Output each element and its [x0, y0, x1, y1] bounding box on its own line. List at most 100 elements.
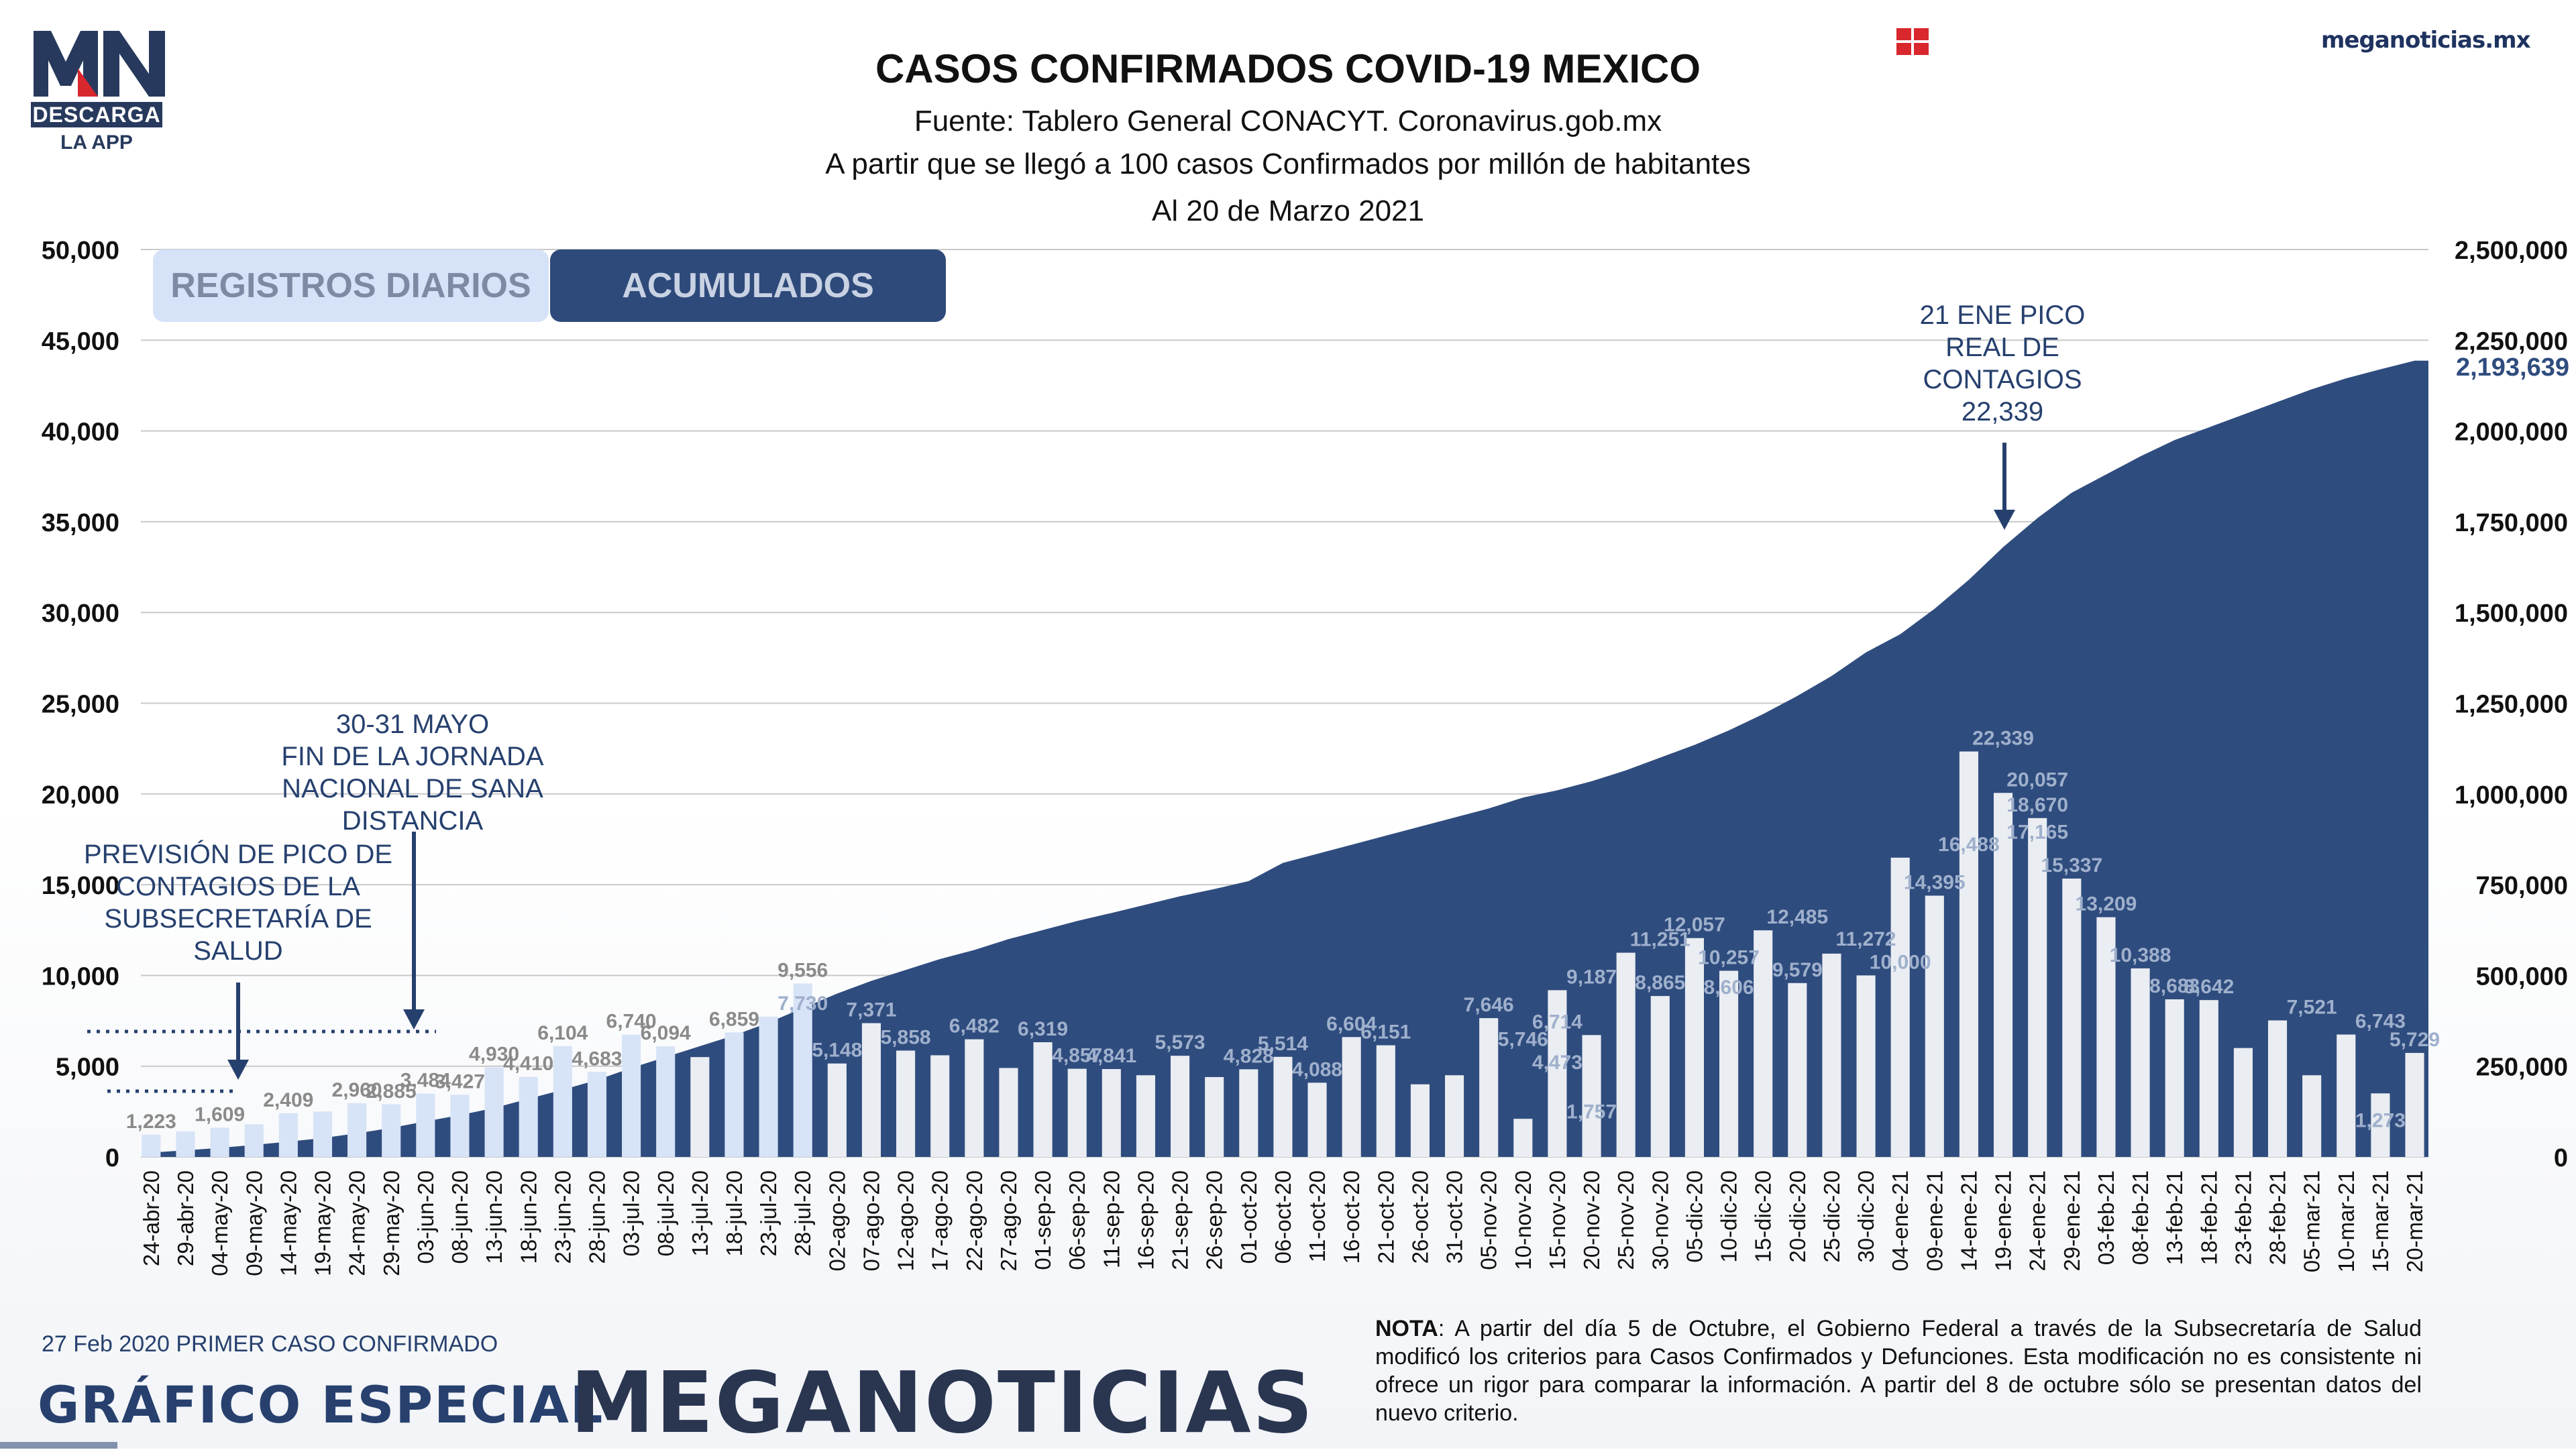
y-right-tick-label: 1,500,000 [2455, 600, 2568, 628]
annotation-line: SUBSECRETARÍA DE [104, 904, 372, 934]
daily-bar [2096, 917, 2116, 1157]
y-left-tick-label: 30,000 [42, 600, 119, 628]
x-tick-label: 23-feb-21 [2231, 1170, 2255, 1265]
daily-bar [2062, 878, 2082, 1157]
x-tick-label: 29-ene-21 [2059, 1170, 2084, 1271]
daily-value-label: 3,427 [435, 1070, 485, 1093]
daily-bar [622, 1034, 641, 1157]
chart-subtitle: A partir que se llegó a 100 casos Confir… [825, 148, 1751, 180]
x-tick-label: 24-may-20 [345, 1170, 370, 1276]
daily-value-label: 4,473 [1532, 1052, 1582, 1074]
daily-value-label: 5,746 [1498, 1029, 1548, 1051]
daily-bar [244, 1124, 264, 1157]
daily-value-label: 16,488 [1938, 834, 2000, 856]
brand-wordmark: MEGANOTICIAS [570, 1353, 1315, 1452]
daily-value-label: 10,257 [1698, 946, 1760, 968]
x-tick-label: 29-abr-20 [173, 1170, 198, 1266]
y-right-tick-label: 1,000,000 [2455, 781, 2568, 809]
daily-value-label: 12,057 [1664, 914, 1725, 936]
chart-date: Al 20 de Marzo 2021 [1151, 194, 1425, 227]
x-tick-label: 24-ene-21 [2025, 1170, 2050, 1271]
daily-value-label: 6,743 [2355, 1011, 2406, 1033]
annotation-sana-distancia: 30-31 MAYO FIN DE LA JORNADA NACIONAL DE… [258, 708, 567, 837]
daily-value-label: 5,729 [2390, 1029, 2440, 1051]
daily-value-label: 11,251 [1630, 929, 1690, 951]
daily-value-label: 17,165 [2006, 822, 2068, 844]
daily-value-label: 8,606 [1704, 976, 1754, 999]
daily-value-label: 4,930 [469, 1044, 519, 1066]
daily-bar [1959, 751, 1978, 1157]
annotation-arrow-head [403, 1009, 425, 1029]
x-tick-label: 10-dic-20 [1717, 1170, 1741, 1263]
daily-value-label: 6,482 [949, 1015, 1000, 1038]
daily-value-label: 6,604 [1326, 1013, 1377, 1035]
daily-bar [1650, 996, 1670, 1157]
y-right-tick-label: 2,250,000 [2455, 327, 2568, 355]
flag-icon [1896, 28, 1929, 55]
daily-value-label: 1,609 [195, 1103, 245, 1125]
daily-bar [827, 1063, 847, 1157]
x-tick-label: 11-sep-20 [1099, 1170, 1124, 1268]
daily-records-tab[interactable]: REGISTROS DIARIOS [153, 249, 549, 322]
logo-app-label: LA APP [60, 131, 133, 154]
daily-value-label: 6,104 [537, 1022, 588, 1044]
daily-bar [656, 1046, 676, 1157]
daily-value-label: 5,148 [812, 1040, 862, 1062]
annotation-line: 30-31 MAYO [335, 710, 490, 739]
y-left-tick-label: 10,000 [42, 962, 119, 991]
daily-bar [793, 983, 812, 1157]
y-left-tick-label: 20,000 [42, 781, 119, 809]
daily-value-label: 13,209 [2076, 893, 2137, 915]
x-tick-label: 10-mar-21 [2334, 1170, 2359, 1272]
x-tick-label: 24-abr-20 [139, 1170, 164, 1266]
daily-bar [142, 1134, 161, 1157]
y-right-tick-label: 2,000,000 [2455, 418, 2568, 447]
site-url[interactable]: meganoticias.mx [2321, 27, 2531, 54]
x-tick-label: 26-sep-20 [1202, 1170, 1227, 1270]
daily-bar [1479, 1018, 1499, 1157]
x-tick-label: 03-feb-21 [2094, 1170, 2118, 1265]
x-tick-label: 14-may-20 [276, 1170, 301, 1276]
x-tick-label: 28-jul-20 [790, 1170, 815, 1256]
daily-bar [1788, 983, 1807, 1157]
daily-bar [1102, 1069, 1121, 1157]
x-tick-label: 27-ago-20 [996, 1170, 1021, 1271]
daily-bar [2302, 1075, 2322, 1157]
y-left-tick-label: 35,000 [42, 509, 119, 537]
daily-value-label: 6,740 [606, 1011, 657, 1033]
chart-title: CASOS CONFIRMADOS COVID-19 MEXICO [875, 46, 1701, 91]
x-tick-label: 25-dic-20 [1819, 1170, 1844, 1263]
y-left-tick-label: 45,000 [42, 327, 119, 355]
daily-value-label: 7,521 [2287, 996, 2337, 1018]
accumulated-final-label: 2,193,639 [2456, 353, 2569, 382]
x-tick-label: 07-ago-20 [859, 1170, 884, 1271]
daily-value-label: 10,000 [1870, 951, 1931, 973]
x-tick-label: 15-nov-20 [1545, 1170, 1570, 1270]
x-tick-label: 22-ago-20 [962, 1170, 987, 1271]
daily-bar [1582, 1035, 1601, 1157]
x-tick-label: 08-jul-20 [653, 1170, 678, 1256]
daily-bar [176, 1131, 195, 1157]
daily-value-label: 5,858 [881, 1026, 931, 1048]
x-tick-label: 08-feb-21 [2128, 1170, 2153, 1265]
daily-value-label: 9,187 [1566, 966, 1617, 988]
x-tick-label: 20-mar-21 [2402, 1170, 2427, 1272]
mn-logo [34, 31, 165, 97]
daily-bar [278, 1113, 298, 1157]
x-tick-label: 13-jul-20 [688, 1170, 712, 1256]
daily-bar [1067, 1068, 1087, 1157]
x-tick-label: 09-may-20 [241, 1170, 266, 1276]
x-tick-label: 03-jun-20 [413, 1170, 438, 1264]
x-tick-label: 14-ene-21 [1956, 1170, 1981, 1271]
daily-value-label: 2,409 [263, 1089, 313, 1111]
daily-value-label: 8,683 [2149, 975, 2200, 997]
daily-bar [1822, 953, 1841, 1157]
daily-value-label: 20,057 [2006, 769, 2068, 791]
accumulated-tab[interactable]: ACUMULADOS [550, 249, 946, 322]
daily-bar [1925, 895, 1944, 1157]
logo-descarga-label: DESCARGA [31, 102, 162, 127]
daily-bar [999, 1068, 1018, 1157]
x-tick-label: 02-ago-20 [824, 1170, 849, 1271]
note-text: : A partir del día 5 de Octubre, el Gobi… [1375, 1316, 2422, 1426]
